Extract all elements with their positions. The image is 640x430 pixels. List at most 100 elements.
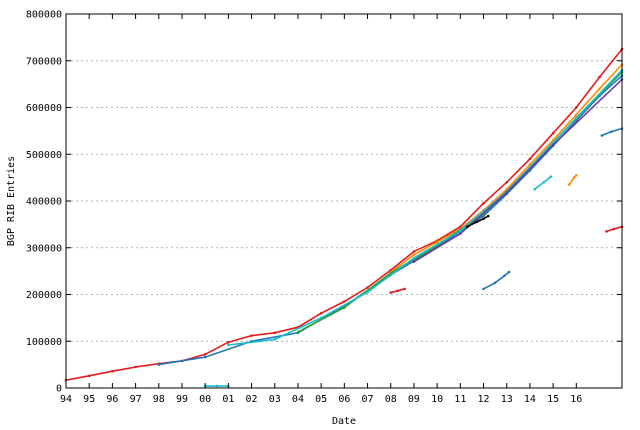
x-tick-label: 96 <box>106 394 118 405</box>
data-point <box>482 217 485 221</box>
x-tick-label: 01 <box>222 394 234 405</box>
data-point <box>466 225 469 228</box>
x-tick-label: 14 <box>524 394 536 405</box>
data-point <box>528 157 532 161</box>
x-tick-label: 16 <box>570 394 582 405</box>
data-point <box>493 281 497 285</box>
data-point <box>612 227 615 231</box>
y-tick-label: 700000 <box>26 56 62 67</box>
data-point <box>412 253 416 257</box>
data-point <box>575 113 578 116</box>
x-tick-label: 07 <box>362 394 374 405</box>
data-point <box>412 250 416 253</box>
series-line <box>466 215 489 228</box>
data-point <box>482 202 485 205</box>
data-point <box>215 384 219 388</box>
x-tick-label: 13 <box>501 394 513 405</box>
series-9 <box>533 175 553 191</box>
data-point <box>366 290 369 294</box>
data-point <box>486 214 490 218</box>
data-point <box>575 106 578 109</box>
x-tick-label: 15 <box>547 394 559 405</box>
data-point <box>459 229 462 233</box>
data-point <box>609 130 613 134</box>
data-point <box>412 260 416 264</box>
y-tick-label: 400000 <box>26 197 62 208</box>
data-point <box>505 191 509 194</box>
x-tick-label: 95 <box>83 394 95 405</box>
y-tick-label: 0 <box>56 384 62 395</box>
data-point <box>435 240 439 244</box>
y-tick-label: 300000 <box>26 243 62 254</box>
data-point <box>250 334 253 337</box>
x-tick-label: 02 <box>246 394 258 405</box>
data-point <box>605 230 608 233</box>
series-line <box>483 271 510 290</box>
data-point <box>412 256 416 260</box>
x-axis-title: Date <box>332 416 356 427</box>
data-point <box>549 175 553 178</box>
data-point <box>528 163 532 166</box>
x-tick-label: 00 <box>199 394 211 405</box>
data-point <box>273 331 277 335</box>
series-12 <box>389 287 407 294</box>
x-tick-label: 11 <box>454 394 466 405</box>
data-point <box>551 131 555 135</box>
x-tick-label: 12 <box>477 394 489 405</box>
data-point <box>503 274 506 278</box>
data-point <box>343 306 346 309</box>
data-point <box>227 343 230 347</box>
y-tick-label: 800000 <box>26 10 62 21</box>
y-tick-label: 600000 <box>26 103 62 114</box>
data-point <box>111 369 114 373</box>
data-point <box>551 143 555 147</box>
x-tick-label: 10 <box>431 394 443 405</box>
data-point <box>459 232 462 235</box>
x-tick-label: 06 <box>338 394 350 405</box>
data-point <box>598 87 601 91</box>
data-point <box>482 287 485 291</box>
x-tick-label: 09 <box>408 394 420 405</box>
data-point <box>343 300 346 303</box>
data-point <box>475 220 478 224</box>
data-point <box>87 374 91 378</box>
y-axis-title: BGP RIB Entries <box>6 156 17 246</box>
data-point <box>505 181 509 184</box>
data-point <box>319 311 323 315</box>
series-7 <box>600 127 624 137</box>
data-point <box>575 174 578 177</box>
x-tick-label: 03 <box>269 394 281 405</box>
data-point <box>203 353 207 356</box>
data-point <box>273 338 277 341</box>
data-point <box>319 316 323 320</box>
data-point <box>366 286 369 289</box>
x-tick-label: 94 <box>60 394 72 405</box>
series-layer <box>64 47 624 388</box>
x-tick-label: 04 <box>292 394 304 405</box>
series-13 <box>203 384 230 388</box>
x-tick-label: 98 <box>153 394 165 405</box>
data-point <box>572 176 576 179</box>
data-point <box>396 289 400 293</box>
data-point <box>598 75 601 79</box>
series-8 <box>482 270 511 291</box>
data-point <box>296 330 300 334</box>
series-5 <box>412 78 624 264</box>
data-point <box>134 365 137 369</box>
data-point <box>533 188 536 191</box>
data-point <box>227 340 230 344</box>
y-tick-label: 200000 <box>26 290 62 301</box>
data-point <box>389 291 393 294</box>
series-6 <box>466 214 490 228</box>
x-tick-label: 99 <box>176 394 188 405</box>
x-tick-label: 05 <box>315 394 327 405</box>
data-point <box>157 363 161 366</box>
ticks: 0 100000 200000 300000 400000 500000 600000 700… <box>26 10 622 405</box>
data-point <box>507 270 511 274</box>
data-point <box>459 225 462 228</box>
data-point <box>203 355 207 359</box>
x-tick-label: 08 <box>385 394 397 405</box>
series-10 <box>568 174 578 186</box>
